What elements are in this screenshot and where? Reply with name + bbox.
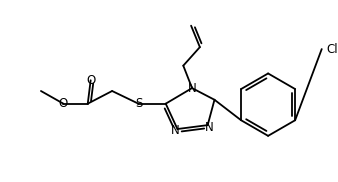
Text: N: N [171, 124, 180, 137]
Text: S: S [135, 97, 142, 110]
Text: N: N [205, 120, 214, 134]
Text: O: O [59, 97, 68, 110]
Text: N: N [188, 82, 196, 95]
Text: Cl: Cl [327, 43, 338, 56]
Text: O: O [86, 74, 95, 87]
